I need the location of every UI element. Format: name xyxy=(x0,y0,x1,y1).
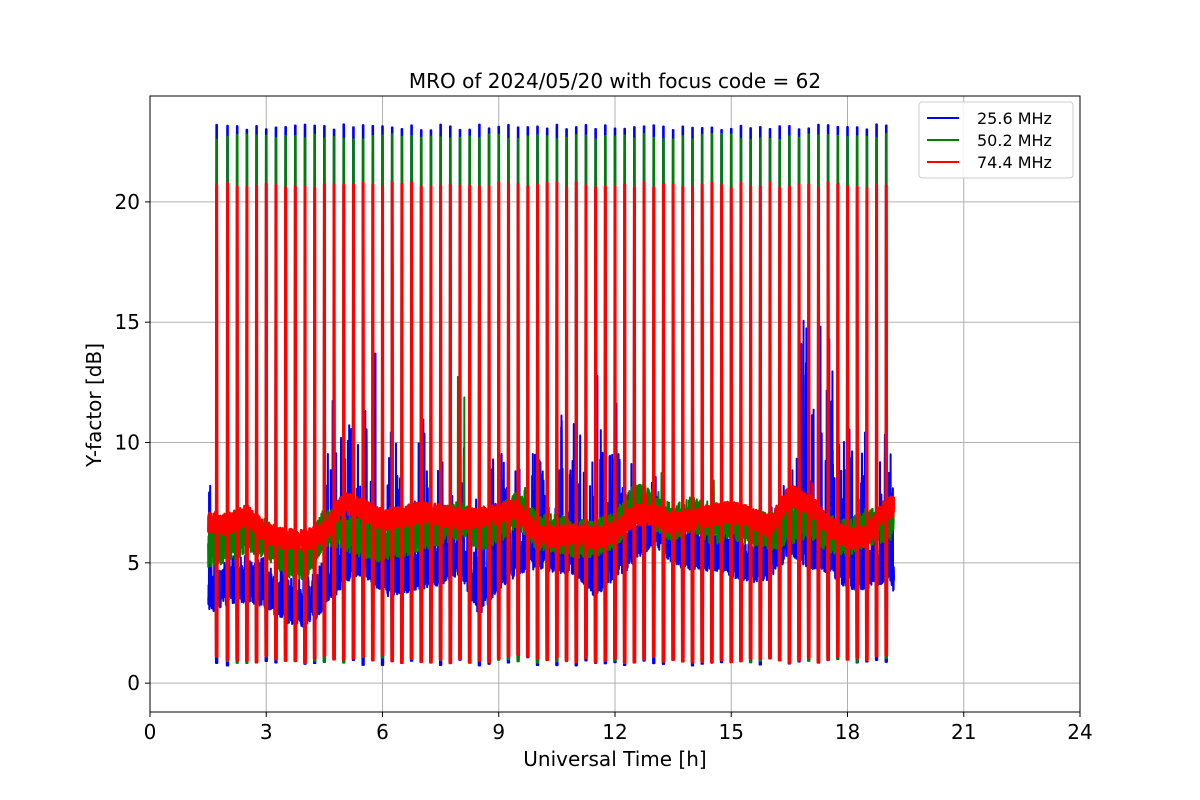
x-axis-label: Universal Time [h] xyxy=(523,747,706,771)
legend-label: 50.2 MHz xyxy=(977,131,1052,150)
series-line-74-4-mhz xyxy=(207,180,896,665)
x-tick-label: 9 xyxy=(492,720,505,744)
chart-title: MRO of 2024/05/20 with focus code = 62 xyxy=(409,69,821,93)
ticks: 0 3 6 9 12 15 18 21 24 0 5 10 15 20 xyxy=(115,190,1093,744)
legend-label: 25.6 MHz xyxy=(977,109,1052,128)
legend: 25.6 MHz 50.2 MHz 74.4 MHz xyxy=(918,101,1074,179)
x-tick-label: 21 xyxy=(951,720,976,744)
y-tick-label: 0 xyxy=(127,671,140,695)
x-tick-label: 12 xyxy=(602,720,627,744)
x-tick-label: 15 xyxy=(719,720,744,744)
x-tick-label: 6 xyxy=(376,720,389,744)
x-tick-label: 18 xyxy=(835,720,860,744)
legend-label: 74.4 MHz xyxy=(977,153,1052,172)
y-tick-label: 5 xyxy=(127,551,140,575)
y-tick-label: 15 xyxy=(115,310,140,334)
x-tick-label: 24 xyxy=(1067,720,1092,744)
y-tick-label: 20 xyxy=(115,190,140,214)
x-tick-label: 3 xyxy=(260,720,273,744)
x-tick-label: 0 xyxy=(144,720,157,744)
series-layer xyxy=(207,123,896,667)
legend-box xyxy=(918,101,1074,179)
y-tick-label: 10 xyxy=(115,431,140,455)
y-axis-label: Y-factor [dB] xyxy=(82,343,106,468)
